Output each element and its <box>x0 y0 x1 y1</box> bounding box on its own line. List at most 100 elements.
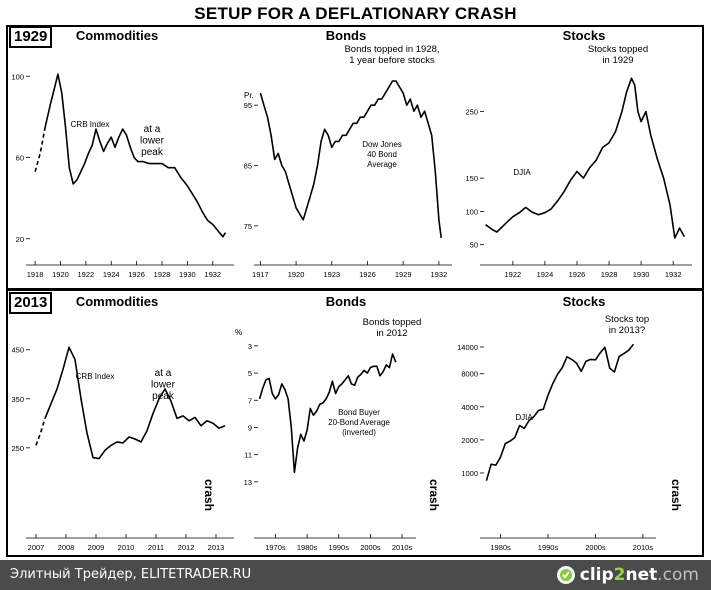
c2013-bonds-crash-label: crash <box>427 479 441 511</box>
c2013-commodities-x-tick-label-4: 2011 <box>148 543 164 552</box>
c1929-bonds-x-tick-label-5: 1932 <box>431 270 448 279</box>
c2013-commodities-chart <box>26 346 234 539</box>
c1929-commodities-x-tick-label-1: 1920 <box>52 270 69 279</box>
c1929-commodities-annotation-1: lower <box>140 136 165 147</box>
c1929-stocks-y-tick-label-2: 100 <box>465 207 478 216</box>
row-label-1929: 1929 <box>9 26 53 48</box>
c2013-bonds-y-tick-label-0: 3 <box>248 342 252 351</box>
c2013-commodities-x-tick-label-0: 2007 <box>28 543 45 552</box>
c1929-bonds-x-tick-label-3: 1926 <box>359 270 376 279</box>
c1929-commodities-title: Commodities <box>76 28 158 43</box>
c1929-commodities-series-dashed <box>34 126 46 172</box>
c2013-bonds-title: Bonds <box>326 294 366 309</box>
c1929-commodities-x-tick-label-4: 1926 <box>128 270 145 279</box>
c2013-commodities-title: Commodities <box>76 294 158 309</box>
c2013-bonds-x-tick-label-1: 1980s <box>297 543 318 552</box>
c2013-bonds-y-tick-label-2: 7 <box>248 396 252 405</box>
logo-text: clip2net.com <box>580 565 699 585</box>
clip2net-logo-icon <box>556 566 575 584</box>
c1929-bonds-x-tick-label-1: 1920 <box>288 270 305 279</box>
c2013-bonds-x-tick-label-3: 2000s <box>360 543 381 552</box>
c2013-commodities-x-tick-label-1: 2008 <box>58 543 75 552</box>
c1929-stocks-y-tick-label-0: 250 <box>465 108 478 117</box>
c1929-commodities-series-label-0: CRB Index <box>71 120 110 129</box>
logo-number: 2 <box>613 565 626 585</box>
c2013-stocks-title: Stocks <box>563 294 606 309</box>
c1929-stocks-x-tick-label-3: 1928 <box>601 270 618 279</box>
c1929-bonds-x-tick-label-2: 1923 <box>323 270 340 279</box>
logo-name: net <box>625 565 658 585</box>
c2013-commodities-x-tick-label-2: 2009 <box>88 543 105 552</box>
c2013-stocks-crash-label: crash <box>669 479 683 511</box>
row-divider <box>6 288 704 291</box>
c2013-commodities-x-tick-label-3: 2010 <box>118 543 135 552</box>
c1929-stocks-x-tick-label-5: 1932 <box>665 270 682 279</box>
c2013-commodities-series-label-0: CRB Index <box>76 372 115 381</box>
c2013-bonds-x-tick-label-2: 1990s <box>329 543 350 552</box>
c1929-commodities-y-tick-label-0: 100 <box>11 72 24 81</box>
c2013-stocks-y-tick-label-2: 4000 <box>461 403 478 412</box>
c2013-bonds-x-tick-label-4: 2010s <box>392 543 413 552</box>
c2013-stocks-x-tick-label-2: 2000s <box>585 543 606 552</box>
c2013-commodities-annotation-0: at a <box>155 368 172 379</box>
c2013-stocks-x-tick-label-1: 1990s <box>538 543 559 552</box>
c1929-bonds-series-line <box>259 80 442 239</box>
c1929-commodities-x-tick-label-7: 1932 <box>204 270 221 279</box>
c1929-stocks-y-tick-label-3: 50 <box>470 241 478 250</box>
c2013-stocks-x-tick-label-0: 1980s <box>490 543 511 552</box>
c1929-commodities-x-tick-label-2: 1922 <box>78 270 95 279</box>
c2013-bonds-series-label-2: (inverted) <box>342 428 376 437</box>
c1929-commodities-x-tick-label-3: 1924 <box>103 270 120 279</box>
c2013-bonds-y-tick-label-5: 13 <box>244 478 252 487</box>
c1929-bonds-y-unit: Pr. <box>244 91 254 100</box>
c2013-bonds-series-label-0: Bond Buyer <box>338 408 380 417</box>
c2013-bonds-y-unit: % <box>235 328 242 337</box>
c1929-stocks-x-tick-label-0: 1922 <box>505 270 522 279</box>
c2013-commodities-annotation-2: peak <box>152 391 175 402</box>
c1929-bonds-chart <box>254 80 452 266</box>
c1929-bonds-y-tick-label-0: 95 <box>244 101 252 110</box>
c1929-stocks-x-tick-label-1: 1924 <box>537 270 554 279</box>
c2013-bonds-chart <box>254 345 416 539</box>
c2013-bonds-series-label-1: 20-Bond Average <box>328 418 390 427</box>
c2013-commodities-crash-label: crash <box>202 479 216 511</box>
c1929-bonds-x-tick-label-4: 1929 <box>395 270 412 279</box>
c2013-bonds-annotation-1: in 2012 <box>376 328 407 339</box>
c1929-commodities-series-line <box>44 73 227 238</box>
c1929-bonds-x-tick-label-0: 1917 <box>252 270 269 279</box>
c2013-commodities-series-line <box>44 346 226 460</box>
c1929-stocks-x-tick-label-2: 1926 <box>569 270 586 279</box>
charts-canvas: Commodities 1918 1920 1922 1924 1926 1928 1930 1… <box>11 28 692 552</box>
c2013-stocks-y-tick-label-1: 8000 <box>461 370 478 379</box>
c2013-commodities-x-tick-label-6: 2013 <box>208 543 225 552</box>
c2013-stocks-series-line <box>485 343 635 481</box>
c2013-commodities-y-tick-label-2: 250 <box>11 444 24 453</box>
c2013-stocks-annotation-0: Stocks top <box>605 314 649 325</box>
logo-prefix: clip <box>579 565 614 585</box>
c1929-stocks-chart <box>480 77 692 266</box>
c2013-commodities-annotation-1: lower <box>151 380 176 391</box>
c2013-stocks-series-label-0: DJIA <box>515 413 533 422</box>
footer-source-text: Элитный Трейдер, ELITETRADER.RU <box>10 567 252 582</box>
c1929-bonds-y-tick-label-2: 75 <box>244 222 252 231</box>
footer-logo[interactable]: clip2net.com <box>556 563 699 587</box>
c1929-stocks-series-label-0: DJIA <box>513 168 531 177</box>
c1929-commodities-annotation-2: peak <box>141 147 164 158</box>
c2013-stocks-annotation-1: in 2013? <box>609 325 645 336</box>
c2013-bonds-annotation-0: Bonds topped <box>363 317 422 328</box>
c2013-stocks-chart <box>480 343 656 539</box>
c1929-stocks-annotation-1: in 1929 <box>602 55 633 66</box>
c2013-stocks-y-tick-label-4: 1000 <box>461 469 478 478</box>
c2013-commodities-series-dashed <box>35 418 46 446</box>
c1929-bonds-annotation-0: Bonds topped in 1928, <box>344 44 439 55</box>
c2013-commodities-y-tick-label-1: 350 <box>11 395 24 404</box>
page-title: SETUP FOR A DEFLATIONARY CRASH <box>194 4 517 23</box>
logo-suffix: .com <box>657 565 699 585</box>
footer-bar <box>0 560 711 590</box>
c1929-bonds-series-label-2: Average <box>367 160 397 169</box>
c1929-stocks-x-tick-label-4: 1930 <box>633 270 650 279</box>
c2013-stocks-y-tick-label-3: 2000 <box>461 436 478 445</box>
c2013-bonds-y-tick-label-4: 11 <box>244 451 252 460</box>
c1929-bonds-series-label-1: 40 Bond <box>367 150 397 159</box>
c1929-commodities-y-tick-label-2: 20 <box>16 235 24 244</box>
